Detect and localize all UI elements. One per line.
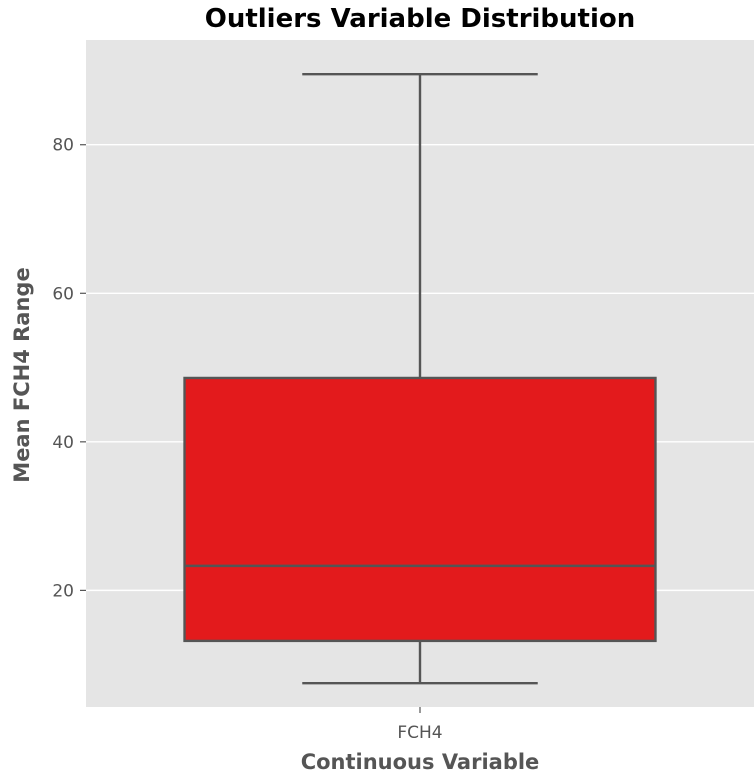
y-tick-label: 20 [52,581,74,601]
x-axis-ticks: FCH4 [397,707,443,743]
x-tick-label: FCH4 [397,723,442,743]
y-tick-label: 60 [52,284,74,304]
y-axis-ticks: 20 40 60 80 [52,136,86,601]
box-iqr [183,376,657,643]
box-group [183,72,657,685]
y-tick-label: 40 [52,433,74,453]
chart-title: Outliers Variable Distribution [205,4,636,34]
y-tick-label: 80 [52,136,74,156]
x-axis-title: Continuous Variable [301,750,540,774]
y-axis-title: Mean FCH4 Range [10,267,34,482]
